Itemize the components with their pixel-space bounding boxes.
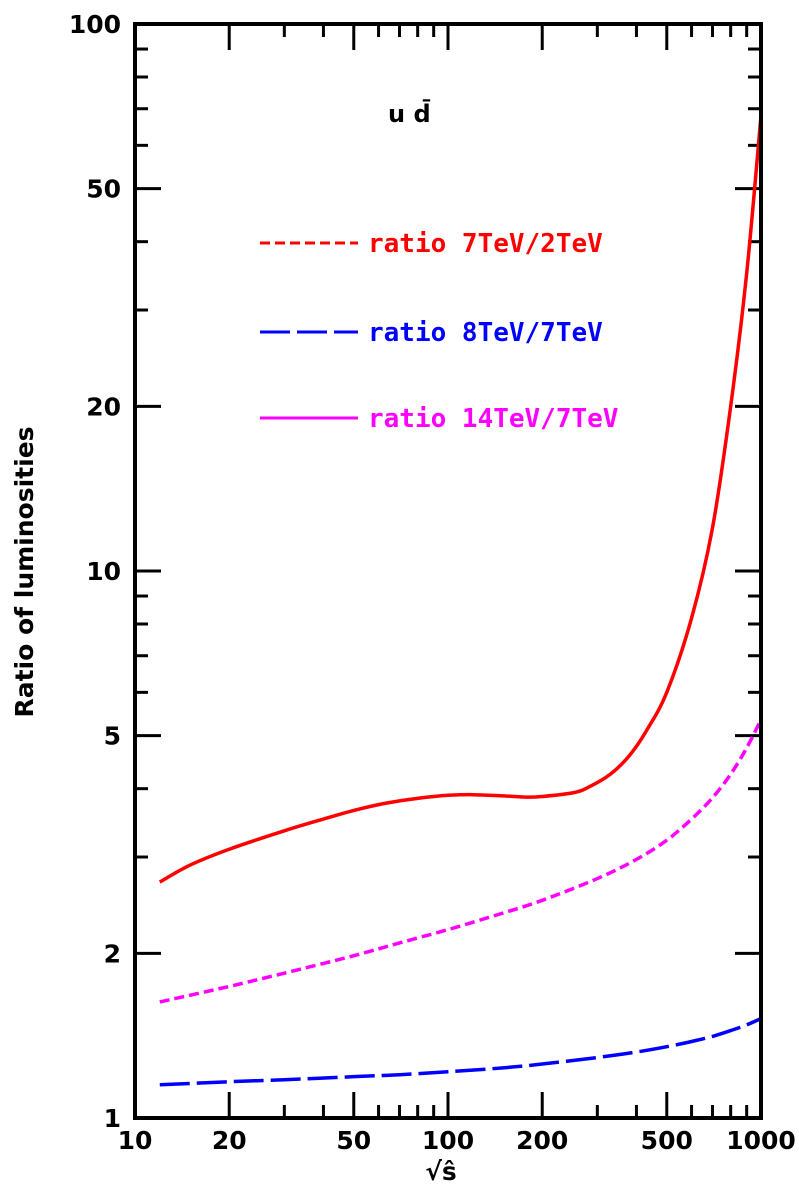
x-tick-label: 10 (118, 1126, 153, 1155)
x-axis-title: √ŝ (425, 1157, 457, 1186)
x-tick-label: 100 (422, 1126, 474, 1155)
x-tick-label: 1000 (726, 1126, 796, 1155)
y-tick-label: 10 (86, 557, 121, 586)
y-tick-label: 2 (104, 939, 121, 968)
curve-8tev-7tev (159, 1016, 762, 1087)
legend-label-7tev-2tev: ratio 7TeV/2TeV (368, 229, 603, 259)
plot-frame (133, 22, 763, 1120)
y-tick-label: 1 (104, 1104, 121, 1133)
x-tick-label: 500 (641, 1126, 693, 1155)
tick-labels: 10 20 50 100 200 500 1000 1 2 5 10 20 50 100 (69, 10, 796, 1155)
x-tick-label: 50 (336, 1126, 371, 1155)
legend-label-8tev-7tev: ratio 8TeV/7TeV (368, 318, 603, 348)
y-tick-label: 20 (86, 392, 121, 421)
x-tick-label: 200 (516, 1126, 568, 1155)
y-axis-title: Ratio of luminosities (10, 426, 39, 717)
y-tick-label: 100 (69, 10, 121, 39)
x-tick-label: 20 (212, 1126, 247, 1155)
process-annotation: u d̄ (388, 98, 431, 128)
curve-7tev-2tev (158, 115, 763, 884)
legend-label-14tev-7tev: ratio 14TeV/7TeV (368, 404, 618, 434)
y-tick-label: 50 (86, 175, 121, 204)
series-curves (158, 115, 763, 1087)
axis-ticks (133, 22, 763, 1120)
curve-14tev-7tev (159, 718, 763, 1004)
y-tick-label: 5 (104, 722, 121, 751)
legend: ratio 7TeV/2TeV ratio 8TeV/7TeV ratio 14… (260, 229, 618, 434)
